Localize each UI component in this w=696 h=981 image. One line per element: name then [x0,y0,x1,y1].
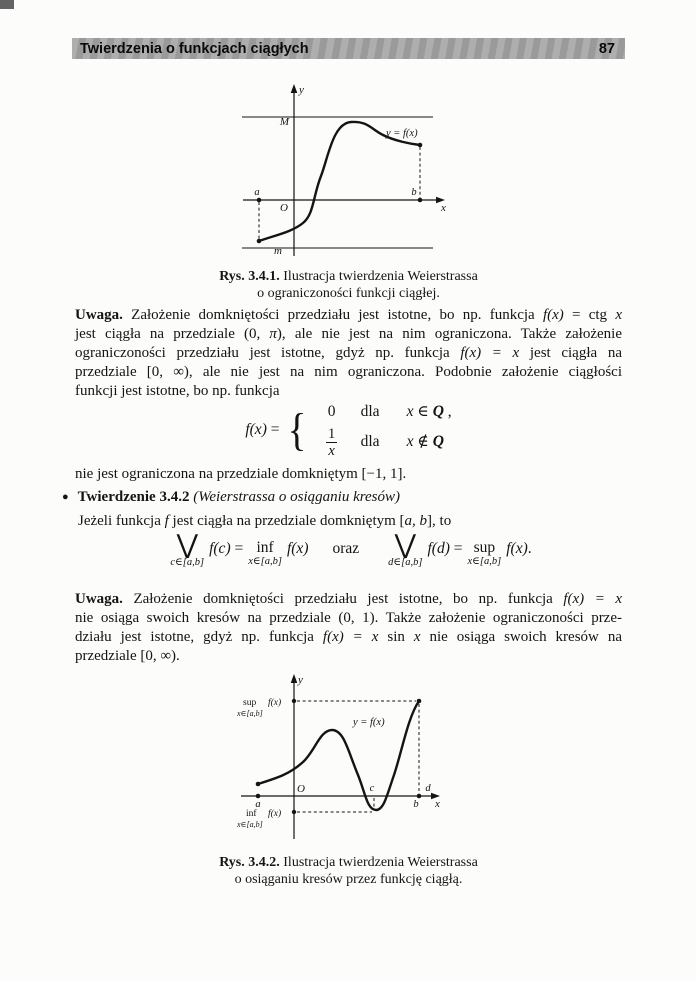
vee-icon: ⋁ [176,530,198,560]
origin-label: O [297,783,305,795]
paragraph1-line: przedziale [0, ∞), ale nie jest na nim o… [75,364,622,380]
vee-operator: ⋁ d∈[a,b] [388,530,423,569]
fraction-denominator: x [328,443,335,459]
sup-fx-label: f(x) [268,697,281,708]
paragraph2-line: Uwaga. Założenie domkniętości przedziału… [75,591,623,607]
sup-subscript: x∈[a,b] [236,709,263,718]
vee-subscript: d∈[a,b] [388,557,423,568]
paragraph1-line: ograniczoności przedziału jest istotne, … [75,345,622,361]
point-d-label: d [425,783,431,794]
equation-lhs: f(x) = [245,421,280,438]
inf-subscript: x∈[a,b] [236,820,263,829]
fraction-bar [326,442,338,443]
min-bound-label: m [274,245,282,257]
max-bound-label: M [279,116,290,128]
function-curve [257,120,422,243]
point-c-label: c [370,783,375,794]
curve-max-dot [416,698,422,704]
page-number: 87 [598,40,615,57]
point-b-dot [417,197,423,203]
vee-operator: ⋁ c∈[a,b] [170,530,205,569]
figure1-caption-line2: o ograniczoności funkcji ciągłej. [257,286,440,301]
y-axis-label: y [297,674,303,686]
paragraph2-line: działu jest istotne, gdyż np. funkcja f(… [75,629,622,645]
x-axis-arrow-icon [436,196,445,204]
case-condition: x ∉ Q [406,433,444,450]
point-a-dot [256,197,262,203]
paragraph2-line: przedziale [0, ∞). [75,648,180,664]
equation-extrema: ⋁ c∈[a,b] f(c) = inf x∈[a,b] f(x) oraz ⋁… [75,530,622,569]
header-title: Twierdzenia o funkcjach ciągłych [80,40,309,57]
y-axis-label: y [298,84,304,96]
paragraph2-line: nie osiąga swoich kresów na przedziale (… [75,610,622,626]
paragraph1-line: funkcji jest istotne, bo np. funkcja [75,383,280,399]
curve-start-dot [256,238,262,244]
paragraph1-line: Uwaga. Założenie domkniętości przedziału… [75,307,622,323]
after-equation-line: nie jest ograniczona na przedziale domkn… [75,466,407,482]
point-b-dot [416,793,422,799]
bullet-icon: ● [62,491,69,503]
point-a-dot [255,793,261,799]
sup-label: sup [473,539,496,556]
equation-text: f(x). [506,540,532,557]
curve-start-dot [255,781,261,787]
case-condition: x ∈ Q , [406,403,452,420]
x-axis-arrow-icon [431,792,440,800]
case-word: dla [360,432,380,450]
inf-fx-label: f(x) [268,808,281,819]
equation-text: f(c) = [209,540,244,557]
x-axis-label: x [434,798,440,810]
curve-equation-label: y = f(x) [352,717,385,728]
y-axis-arrow-icon [290,84,298,93]
sup-subscript: x∈[a,b] [467,556,502,567]
equation-text: f(d) = [427,540,463,557]
case-value: 0 [327,402,336,420]
sup-label: sup [243,698,256,708]
function-curve [256,699,421,812]
sup-operator: sup x∈[a,b] [468,533,502,568]
curve-equation-label: y = f(x) [385,128,418,139]
figure1-caption-line1: Rys. 3.4.1. Ilustracja twierdzenia Weier… [219,269,478,284]
inf-subscript: x∈[a,b] [248,556,282,567]
inf-axis-dot [291,809,297,815]
origin-label: O [280,202,288,214]
oraz-separator: oraz [332,540,360,557]
y-axis-arrow-icon [290,674,298,683]
figure-weierstrass-boundedness: y x O M m a b y = f(x) [242,84,446,257]
scan-artifact [0,0,14,9]
figure-weierstrass-extrema: y x O a b c d sup f(x) x∈[a,b] inf f(x) … [236,674,440,839]
curve-end-dot [417,142,423,148]
brace-glyph: { [288,404,307,455]
inf-operator: inf x∈[a,b] [248,533,282,568]
point-a-label: a [254,187,259,198]
point-a-label: a [255,799,260,810]
figure2-caption-line1: Rys. 3.4.2. Ilustracja twierdzenia Weier… [219,855,478,870]
theorem-title: Twierdzenie 3.4.2 (Weierstrassa o osiąga… [77,489,401,505]
point-b-label: b [413,799,418,810]
vee-subscript: c∈[a,b] [170,557,205,568]
figure2-caption-line2: o osiąganiu kresów przez funkcję ciągłą. [234,872,463,887]
point-b-label: b [411,187,416,198]
running-header: Twierdzenia o funkcjach ciągłych 87 [72,38,625,59]
sup-axis-dot [291,698,297,704]
fraction-numerator: 1 [327,426,336,442]
inf-label: inf [246,808,257,819]
paragraph1-line: jest ciągła na przedziale (0, π), ale ni… [75,326,622,342]
case-word: dla [360,402,380,420]
inf-label: inf [256,539,274,556]
theorem-heading: ● Twierdzenie 3.4.2 (Weierstrassa o osiąg… [62,488,622,507]
piecewise-row: 0 dla x ∈ Q , [319,402,452,421]
theorem-body-line: Jeżeli funkcja f jest ciągła na przedzia… [78,513,452,529]
equation-text: f(x) [286,540,309,557]
vee-icon: ⋁ [394,530,416,560]
x-axis-label: x [440,202,446,214]
